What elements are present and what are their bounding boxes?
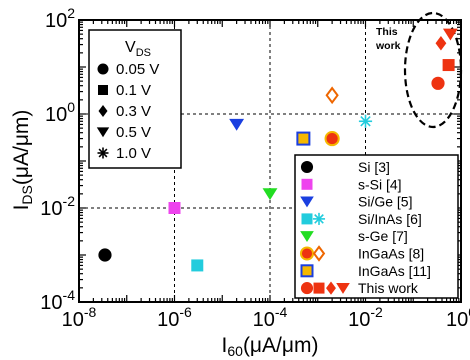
data-point <box>229 118 245 131</box>
annotation-line-1: This <box>376 26 398 38</box>
x-tick-label: 10-8 <box>62 304 97 331</box>
series-legend-marker <box>300 264 314 278</box>
x-tick-label: 10-6 <box>157 304 192 331</box>
vds-legend-marker <box>98 105 108 117</box>
series-legend-marker <box>300 282 314 295</box>
vds-legend-label: 0.05 V <box>116 61 159 78</box>
series-legend-label: InGaAs [8] <box>358 246 424 262</box>
annotation-line-2: work <box>375 40 401 52</box>
data-point <box>435 36 447 51</box>
vds-legend-title: VDS <box>125 39 151 59</box>
series-legend-label: InGaAs [11] <box>358 263 431 279</box>
series-legend-box <box>294 154 459 299</box>
y-tick-label: 10-4 <box>40 287 75 314</box>
x-tick-label: 100 <box>446 304 470 331</box>
x-tick-label: 10-4 <box>253 304 288 331</box>
series-legend-marker <box>336 282 350 294</box>
data-point <box>168 202 181 214</box>
data-point <box>442 59 455 72</box>
series-legend-label: s-Si [4] <box>358 176 402 192</box>
series-legend-marker <box>299 246 315 261</box>
data-point <box>296 131 311 146</box>
vds-legend: VDS 0.05 V 0.1 V 0.3 V 0.5 V 1.0 V <box>88 29 182 169</box>
data-point <box>431 76 445 90</box>
series-legend-marker <box>300 160 314 174</box>
data-point <box>324 130 340 147</box>
series-legend-marker <box>326 281 336 295</box>
series-legend-marker <box>301 178 313 190</box>
data-point <box>442 28 458 41</box>
this-work-ellipse <box>403 11 463 129</box>
vds-legend-marker <box>98 85 108 95</box>
y-tick-label: 10-2 <box>40 193 75 220</box>
vds-legend-label: 1.0 V <box>116 145 151 162</box>
data-point <box>262 188 278 201</box>
y-tick-label: 102 <box>45 5 75 32</box>
y-axis-label: IDS(μA/μm) <box>10 110 35 211</box>
vds-legend-marker <box>97 63 109 75</box>
series-legend-label: Si/InAs [6] <box>358 211 422 227</box>
series-legend-marker <box>300 196 314 208</box>
series-legend-label: Si/Ge [5] <box>358 194 412 210</box>
series-legend: Si [3]s-Si [4] Si/Ge [5]Si/InAs [6]s-Ge [… <box>294 154 459 299</box>
data-points <box>98 28 458 272</box>
data-point <box>191 259 204 272</box>
series-legend-marker <box>300 231 314 242</box>
tick-labels: 10-8 10-6 10-4 10-2 100 10-4 10-2 100 102 <box>40 5 470 331</box>
series-legend-label: Si [3] <box>358 159 390 175</box>
vds-legend-marker <box>97 147 109 159</box>
data-point <box>325 86 339 105</box>
series-legend-label: s-Ge [7] <box>358 228 408 244</box>
vds-legend-marker <box>96 127 110 138</box>
series-legend-label: This work <box>358 280 419 296</box>
series-legend-marker <box>301 213 313 225</box>
series-legend-marker <box>312 245 326 262</box>
series-legend-marker <box>312 212 326 225</box>
vds-legend-label: 0.5 V <box>116 124 151 141</box>
vds-legend-box <box>88 29 182 169</box>
y-tick-label: 100 <box>45 99 75 126</box>
vds-legend-label: 0.1 V <box>116 82 151 99</box>
series-legend-marker <box>313 282 325 294</box>
x-tick-label: 10-2 <box>348 304 383 331</box>
vds-legend-label: 0.3 V <box>116 103 151 120</box>
data-point <box>358 114 373 128</box>
x-axis-label: I60(μA/μm) <box>222 334 319 359</box>
data-point <box>98 248 112 262</box>
